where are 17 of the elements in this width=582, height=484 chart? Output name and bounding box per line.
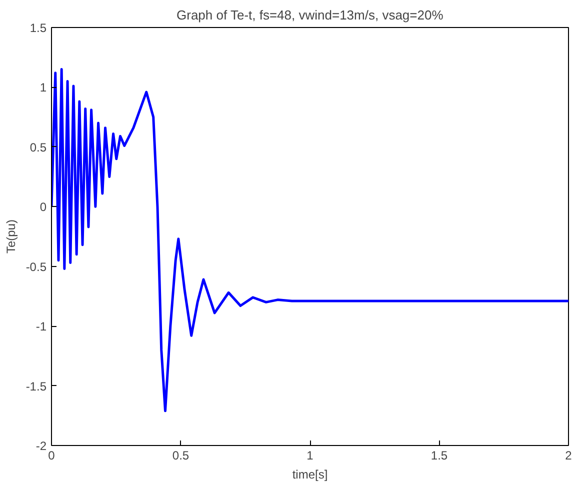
y-tick-label: 0 xyxy=(40,200,47,214)
x-tick-label: 1 xyxy=(306,448,314,462)
x-tick-label: 0.5 xyxy=(172,448,190,462)
y-tick-label: 0.5 xyxy=(30,140,47,154)
chart-title: Graph of Te-t, fs=48, vwind=13m/s, vsag=20% xyxy=(176,8,444,22)
line-series xyxy=(52,68,568,412)
x-axis-title: time[s] xyxy=(292,468,328,482)
y-tick-label: -1 xyxy=(36,320,47,334)
y-tick-label: -1.5 xyxy=(26,379,47,394)
y-tick-label: -0.5 xyxy=(26,260,47,274)
y-tick-label: 1 xyxy=(40,80,47,95)
y-tick-label: 1.5 xyxy=(30,21,47,35)
x-tick-label: 0 xyxy=(48,448,56,462)
y-tick-label: -2 xyxy=(36,439,47,453)
x-tick-label: 1.5 xyxy=(430,448,448,462)
x-tick-label: 2 xyxy=(565,448,572,462)
y-axis-title: Te(pu) xyxy=(4,219,18,254)
